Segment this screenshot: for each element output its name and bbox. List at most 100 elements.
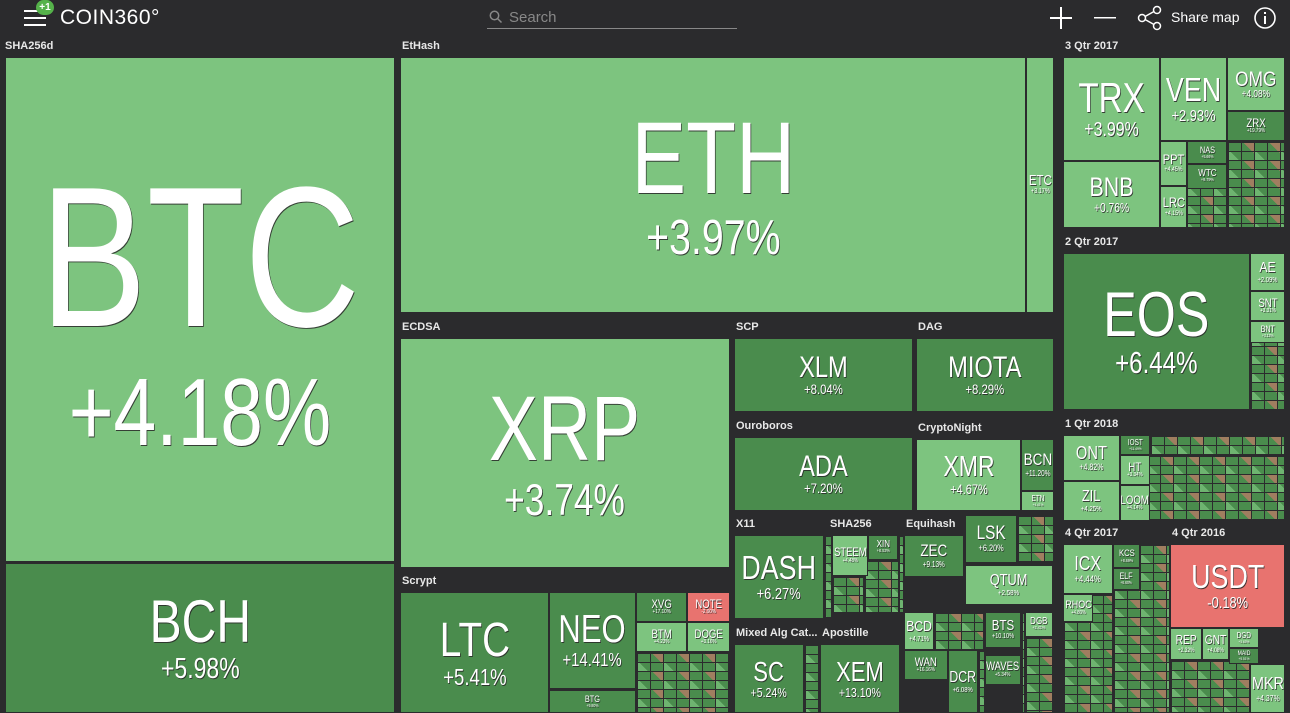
coin-tile[interactable]: REP +2.32% — [1170, 628, 1202, 660]
coin-tile[interactable]: ONT +4.82% — [1063, 435, 1120, 481]
coin-tile[interactable]: GNT +4.08% — [1202, 628, 1229, 660]
tile-text: USDT -0.18% — [1190, 558, 1265, 613]
coin-tile[interactable]: ELF +6.60% — [1113, 568, 1140, 590]
coin-tile[interactable]: DGD +3.63% — [1229, 628, 1259, 648]
coin-tile[interactable]: TRX +3.99% — [1063, 57, 1160, 161]
coin-tile[interactable]: STEEM +4.48% — [832, 535, 868, 576]
coin-change: +3.13% — [1261, 333, 1274, 339]
coin-tile[interactable]: LOOM +4.14% — [1120, 485, 1150, 521]
coin-tile[interactable]: DASH +6.27% — [734, 535, 824, 619]
coin-tile[interactable]: ETN +4.41% — [1021, 491, 1054, 511]
coin-tile[interactable]: XIN +8.53% — [868, 535, 898, 560]
coin-tile[interactable]: ZEC +9.13% — [904, 535, 964, 577]
coin-symbol: ZEC — [920, 541, 948, 561]
coin-tile[interactable]: MAID +5.51% — [1229, 648, 1259, 664]
coin-symbol: ADA — [799, 449, 848, 483]
coin-tile[interactable]: ZRX +19.79% — [1227, 111, 1285, 141]
search-box[interactable]: Search — [487, 6, 737, 29]
coin-tile[interactable]: BNT +3.13% — [1250, 321, 1285, 343]
coin-tile[interactable]: MIOTA +8.29% — [916, 338, 1054, 412]
coin-tile[interactable]: WAN +16.16% — [904, 650, 948, 680]
share-map-button[interactable]: Share map — [1171, 9, 1240, 25]
coin-change: -0.18% — [1207, 594, 1248, 613]
tile-text: LTC +5.41% — [439, 615, 509, 689]
coin-tile[interactable]: DOGE +3.16% — [687, 622, 730, 652]
tile-text: ZEC +9.13% — [920, 541, 948, 569]
coin-tile[interactable]: NOTE -2.00% — [687, 592, 730, 622]
coin-tile[interactable]: ETC +3.17% — [1026, 57, 1054, 313]
coin-tile[interactable]: IOST +11.49% — [1120, 435, 1150, 455]
info-button[interactable] — [1253, 6, 1277, 30]
coin-tile[interactable]: ZIL +4.25% — [1063, 481, 1120, 521]
coin-tile[interactable]: XMR +4.67% — [916, 439, 1021, 511]
coin-tile[interactable]: DGB +3.41% — [1025, 612, 1053, 637]
coin-tile[interactable]: WTC +9.79% — [1187, 164, 1227, 189]
coin-symbol: BTC — [40, 145, 360, 369]
coin-tile[interactable]: BTC +4.18% — [5, 57, 395, 562]
coin-tile[interactable]: XEM +13.10% — [820, 644, 900, 713]
zoom-out-button[interactable] — [1094, 7, 1116, 29]
coin-tile[interactable]: LSK +6.20% — [965, 515, 1017, 563]
coin-change: +6.20% — [978, 543, 1004, 554]
tile-text: DGD +3.63% — [1237, 631, 1251, 644]
coin-tile[interactable]: RHOC +4.80% — [1063, 594, 1093, 622]
coin-tile[interactable]: MKR +4.37% — [1250, 664, 1285, 713]
group-label: CryptoNight — [918, 422, 982, 434]
group-label: Mixed Alg Cat... — [736, 627, 818, 639]
coin-tile[interactable]: KCS +8.69% — [1113, 544, 1140, 568]
coin-tile[interactable]: ETH +3.97% — [400, 57, 1026, 313]
coin-symbol: BTS — [991, 618, 1015, 635]
zoom-in-button[interactable] — [1050, 7, 1072, 29]
coin-change: +6.08% — [952, 684, 974, 694]
coin-tile[interactable]: NAS +5.66% — [1187, 141, 1227, 164]
coin-tile[interactable]: DCR +6.08% — [948, 650, 978, 713]
coin-tile[interactable]: BTG +9.80% — [549, 690, 636, 713]
share-icon[interactable] — [1137, 5, 1163, 31]
coin-tile[interactable]: BNB +0.76% — [1063, 161, 1160, 228]
tile-text: WTC +9.79% — [1198, 168, 1216, 184]
coin-change: +5.98% — [160, 652, 240, 685]
coin-tile[interactable]: SC +5.24% — [734, 644, 804, 713]
coin-tile[interactable]: BCH +5.98% — [5, 563, 395, 713]
coin-tile[interactable]: USDT -0.18% — [1170, 544, 1285, 628]
coin-tile[interactable]: XVG +17.10% — [636, 592, 687, 622]
coin-tile[interactable]: BCD +4.71% — [904, 612, 934, 650]
tile-text: OMG +4.08% — [1235, 67, 1276, 101]
coin-change: +14.41% — [562, 649, 623, 671]
coin-tile[interactable]: ADA +7.20% — [734, 437, 913, 511]
coin-change: +3.97% — [645, 210, 781, 265]
coin-symbol: MIOTA — [948, 350, 1022, 384]
tile-text: XRP +3.74% — [489, 383, 640, 523]
coin-tile[interactable]: PPT +4.45% — [1160, 141, 1187, 186]
coin-change: +3.99% — [1084, 118, 1139, 141]
coin-symbol: STEEM — [833, 544, 867, 559]
coin-change: +2.32% — [1177, 646, 1195, 654]
coin-tile[interactable]: AE +2.09% — [1250, 253, 1285, 291]
coin-tile[interactable]: BCN +11.20% — [1021, 439, 1054, 491]
coin-tile[interactable]: VEN +2.93% — [1160, 57, 1227, 141]
group-label: SCP — [736, 321, 759, 333]
coin-change: +3.41% — [1032, 626, 1046, 632]
coin-tile[interactable]: QTUM +2.58% — [965, 565, 1053, 605]
coin-tile[interactable]: XLM +8.04% — [734, 338, 913, 412]
coin-tile[interactable]: BTM +4.23% — [636, 622, 687, 652]
coin-tile[interactable]: WAVES +5.34% — [985, 655, 1021, 685]
coin-tile[interactable]: SNT +3.31% — [1250, 291, 1285, 321]
logo[interactable]: COIN360° — [60, 6, 160, 29]
coin-tile[interactable]: ICX +4.44% — [1063, 544, 1113, 594]
group-label: SHA256 — [830, 518, 872, 530]
coin-tile[interactable]: NEO +14.41% — [549, 592, 636, 689]
small-tiles — [832, 576, 864, 613]
coin-symbol: USDT — [1190, 558, 1265, 596]
coin-symbol: XMR — [942, 451, 995, 484]
coin-tile[interactable]: LTC +5.41% — [400, 592, 549, 713]
coin-tile[interactable]: OMG +4.08% — [1227, 57, 1285, 111]
coin-tile[interactable]: LRC +4.15% — [1160, 186, 1187, 228]
coin-change: +9.80% — [586, 703, 599, 709]
coin-tile[interactable]: XRP +3.74% — [400, 338, 730, 568]
coin-tile[interactable]: HT +3.34% — [1120, 455, 1150, 485]
coin-tile[interactable]: EOS +6.44% — [1063, 253, 1250, 410]
menu-button[interactable] — [24, 9, 48, 27]
coin-symbol: LRC — [1162, 194, 1185, 211]
coin-tile[interactable]: BTS +10.10% — [985, 612, 1021, 648]
